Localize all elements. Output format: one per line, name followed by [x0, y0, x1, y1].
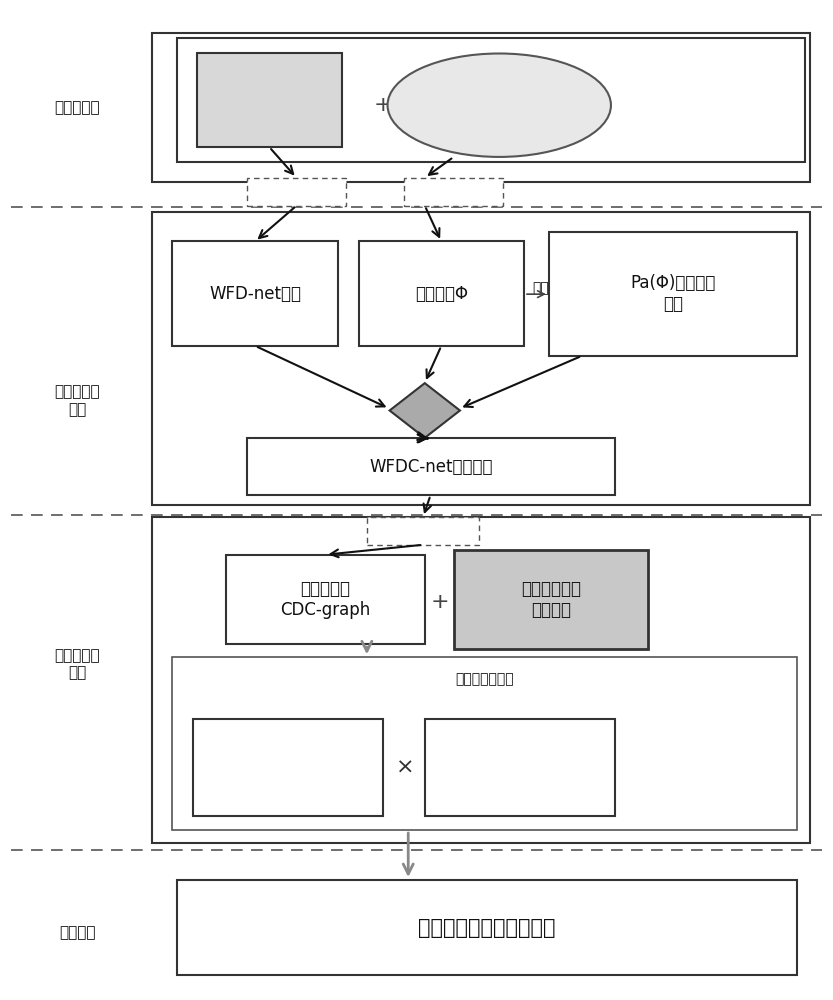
Text: 形式化: 形式化 [441, 185, 466, 199]
Text: 系统和需求: 系统和需求 [54, 100, 100, 115]
Text: 控制流: 控制流 [272, 759, 304, 777]
FancyBboxPatch shape [152, 517, 810, 843]
Text: Pa(Φ)属性分析
模型: Pa(Φ)属性分析 模型 [631, 274, 716, 313]
Text: 第二阶段：
分析: 第二阶段： 分析 [54, 648, 100, 680]
Text: 关于系统数据的
功能需求: 关于系统数据的 功能需求 [467, 89, 531, 121]
FancyBboxPatch shape [197, 52, 342, 147]
FancyBboxPatch shape [177, 880, 797, 975]
FancyBboxPatch shape [358, 241, 524, 346]
FancyBboxPatch shape [367, 517, 478, 545]
Text: 合理性分析算法: 合理性分析算法 [456, 672, 514, 686]
Text: 得出系统正确性判断结果: 得出系统正确性判断结果 [418, 918, 556, 938]
Text: 数据流: 数据流 [504, 759, 536, 777]
FancyBboxPatch shape [193, 719, 383, 816]
FancyBboxPatch shape [404, 178, 503, 206]
Text: 分析结果: 分析结果 [59, 925, 96, 940]
FancyBboxPatch shape [172, 241, 338, 346]
Text: 可达配置图
CDC-graph: 可达配置图 CDC-graph [281, 580, 371, 619]
FancyBboxPatch shape [227, 555, 425, 644]
FancyBboxPatch shape [549, 232, 797, 356]
FancyBboxPatch shape [454, 550, 648, 649]
FancyBboxPatch shape [152, 212, 810, 505]
Text: +: + [374, 95, 392, 115]
Text: 融合: 融合 [416, 403, 434, 418]
Text: 提炼: 提炼 [532, 281, 549, 295]
Text: WFDC-net分析模型: WFDC-net分析模型 [369, 458, 493, 476]
Polygon shape [390, 383, 460, 438]
Text: WFD-net模型: WFD-net模型 [209, 285, 302, 303]
FancyBboxPatch shape [247, 178, 347, 206]
Text: 数据约束Φ: 数据约束Φ [415, 285, 468, 303]
Text: +: + [431, 592, 449, 612]
Text: 多层次合理性
性质定义: 多层次合理性 性质定义 [521, 580, 581, 619]
FancyBboxPatch shape [247, 438, 615, 495]
Text: ×: × [397, 758, 415, 778]
Text: 第一阶段：
建模: 第一阶段： 建模 [54, 384, 100, 417]
Text: 发生语义: 发生语义 [406, 524, 440, 538]
Text: 待测系统: 待测系统 [248, 91, 291, 109]
FancyBboxPatch shape [152, 33, 810, 182]
Text: 形式化: 形式化 [284, 185, 309, 199]
FancyBboxPatch shape [172, 657, 797, 830]
FancyBboxPatch shape [425, 719, 615, 816]
FancyBboxPatch shape [177, 38, 806, 162]
Ellipse shape [387, 53, 611, 157]
